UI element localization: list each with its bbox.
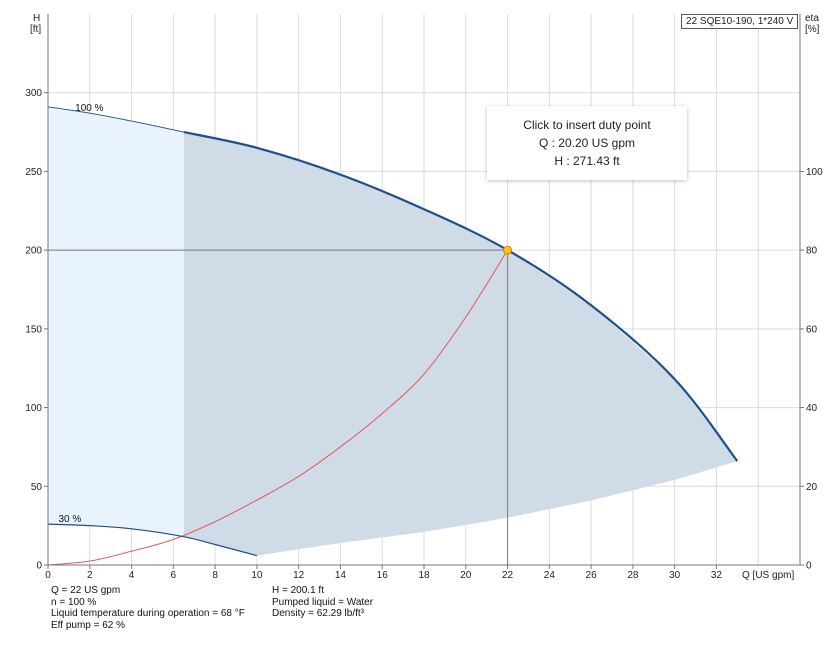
tooltip-flow: Q : 20.20 US gpm (538, 136, 636, 150)
info-efficiency: Eff pump = 62 % (51, 619, 126, 631)
x-tick-label: 8 (212, 570, 218, 581)
eta-tick-label: 60 (806, 324, 818, 335)
info-liquid-temp: Liquid temperature during operation = 68… (51, 608, 245, 619)
curve-100-percent (183, 131, 739, 462)
info-head: H = 200.1 ft (272, 585, 324, 596)
info-right: H = 200.1 ft Pumped liquid = Water Densi… (272, 585, 373, 620)
x-tick-label: 20 (460, 570, 472, 581)
y-tick-label: 250 (25, 167, 42, 178)
x-tick-label: 24 (544, 570, 556, 581)
duty-point-guides (48, 249, 509, 565)
x-tick-label: 18 (418, 570, 430, 581)
duty-point-layer (503, 245, 513, 255)
y-tick-label: 300 (25, 88, 42, 99)
operating-region (183, 132, 738, 556)
curve-label-30: 30 % (58, 514, 81, 525)
x-tick-label: 30 (669, 570, 681, 581)
eta-tick-label: 80 (806, 246, 818, 257)
tooltip-head: H : 271.43 ft (554, 154, 620, 168)
curves: 100 % 30 % (47, 103, 739, 566)
info-density: Density = 62.29 lb/ft³ (272, 608, 364, 619)
y-tick-label: 50 (31, 482, 43, 493)
x-tick-label: 12 (293, 570, 305, 581)
eta-tick-label: 0 (806, 561, 812, 572)
eta-axis-unit: [%] (805, 24, 820, 35)
pump-model-label: 22 SQE10-190, 1*240 V (681, 14, 799, 29)
duty-point (503, 245, 513, 255)
low-flow-region (48, 106, 184, 537)
tick-labels: 0 2 4 6 8 10 12 14 16 18 20 22 24 26 28 30 3205010015020… (25, 13, 823, 581)
info-flow: Q = 22 US gpm (51, 585, 121, 596)
tooltip-instruction: Click to insert duty point (523, 118, 651, 132)
x-tick-label: 26 (586, 570, 598, 581)
y-tick-label: 100 (25, 403, 42, 414)
info-speed: n = 100 % (51, 596, 97, 608)
eta-tick-label: 20 (806, 482, 818, 493)
x-tick-label: 6 (171, 570, 177, 581)
y-tick-label: 200 (25, 246, 42, 257)
duty-point-tooltip[interactable]: Click to insert duty point Q : 20.20 US … (487, 106, 687, 180)
curve-100-low-flow (47, 106, 184, 133)
y-tick-label: 150 (25, 324, 42, 335)
x-tick-label: 0 (45, 570, 51, 581)
x-tick-label: 4 (129, 570, 135, 581)
y-axis-unit: [ft] (30, 24, 41, 35)
x-axis-title: Q [US gpm] (742, 570, 794, 581)
y-axis-title: H (33, 13, 40, 24)
x-tick-label: 28 (627, 570, 639, 581)
info-pumped-liquid: Pumped liquid = Water (272, 596, 374, 608)
x-tick-label: 32 (711, 570, 723, 581)
x-tick-label: 2 (87, 570, 93, 581)
efficiency-curve (47, 249, 508, 566)
x-tick-label: 10 (251, 570, 263, 581)
curve-label-100: 100 % (75, 103, 103, 114)
curve-30-percent (47, 523, 258, 557)
operating-area (48, 106, 738, 556)
eta-tick-label: 100 (806, 167, 823, 178)
y-tick-label: 0 (36, 561, 42, 572)
info-left: Q = 22 US gpm n = 100 % Liquid temperatu… (51, 585, 245, 631)
x-tick-label: 22 (502, 570, 514, 581)
eta-tick-label: 40 (806, 403, 818, 414)
x-tick-label: 14 (335, 570, 347, 581)
x-tick-label: 16 (377, 570, 389, 581)
eta-axis-title: eta (805, 13, 819, 24)
